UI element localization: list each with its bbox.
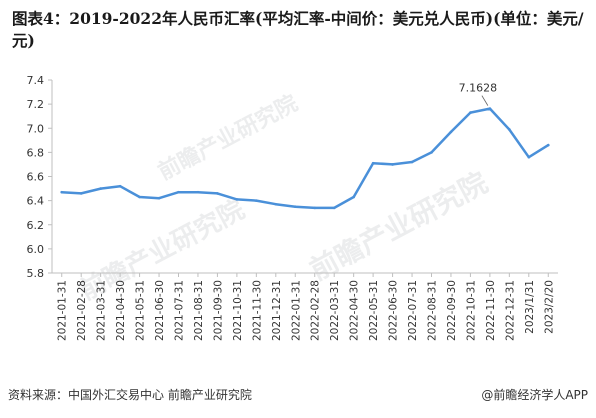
data-point <box>430 151 433 154</box>
y-tick-label: 7.4 <box>27 74 45 87</box>
y-tick-label: 7.2 <box>27 98 45 111</box>
annotation-leader <box>481 95 489 106</box>
x-tick-label: 2023/1/31 <box>524 280 536 334</box>
data-point <box>196 190 200 194</box>
x-tick-label: 2022-09-30 <box>446 280 458 341</box>
x-tick-label: 2022-04-30 <box>349 280 361 341</box>
x-tick-label: 2021-06-30 <box>154 280 166 341</box>
x-tick-label: 2021-07-31 <box>174 280 186 341</box>
x-tick-label: 2022-03-31 <box>329 280 341 341</box>
data-point <box>546 143 550 147</box>
x-tick-label: 2021-01-31 <box>57 280 69 341</box>
data-point <box>157 196 161 200</box>
series-line <box>60 107 550 210</box>
data-point <box>508 128 511 131</box>
data-point <box>255 199 258 202</box>
x-tick-label: 2022-01-31 <box>290 280 302 341</box>
source-note: 资料来源：中国外汇交易中心 前瞻产业研究院 <box>8 388 252 402</box>
data-label: 7.1628 <box>459 82 498 95</box>
x-tick-label: 2022-08-31 <box>427 280 439 341</box>
y-tick-label: 6.4 <box>27 195 45 208</box>
data-point <box>79 192 83 195</box>
x-tick-label: 2022-07-31 <box>407 280 419 341</box>
data-point <box>177 190 180 194</box>
data-point <box>60 190 64 194</box>
x-tick-label: 2022-10-31 <box>465 280 477 341</box>
x-tick-label: 2021-12-31 <box>271 280 283 341</box>
x-tick-label: 2021-09-30 <box>212 280 224 341</box>
x-tick-label: 2021-10-31 <box>232 280 244 341</box>
data-point <box>99 187 102 190</box>
x-tick-label: 2021-03-31 <box>96 280 108 341</box>
x-tick-label: 2021-11-30 <box>251 280 263 341</box>
y-tick-label: 6.0 <box>27 243 45 256</box>
x-tick-label: 2023/2/20 <box>543 280 555 334</box>
x-tick-label: 2021-08-31 <box>193 280 205 341</box>
y-tick-label: 5.8 <box>27 267 45 280</box>
data-point <box>488 107 492 110</box>
data-point <box>391 163 394 166</box>
credit-note: @前瞻经济学人APP <box>481 388 588 402</box>
data-point <box>313 206 317 210</box>
data-point <box>332 206 336 210</box>
x-tick-label: 2022-05-31 <box>368 280 380 341</box>
data-point <box>527 155 531 159</box>
data-point <box>118 184 122 188</box>
y-tick-label: 6.6 <box>27 171 45 184</box>
data-point <box>352 195 355 199</box>
data-point <box>371 161 375 165</box>
x-tick-label: 2022-02-28 <box>310 280 322 341</box>
data-point <box>138 195 141 199</box>
x-tick-label: 2021-05-31 <box>135 280 147 341</box>
data-point <box>293 205 297 208</box>
data-point <box>216 192 219 195</box>
y-tick-label: 6.8 <box>27 146 45 159</box>
x-tick-label: 2022-11-30 <box>485 280 497 341</box>
data-point <box>235 198 239 201</box>
x-tick-label: 2021-04-30 <box>115 280 127 341</box>
data-point <box>410 160 414 164</box>
x-tick-label: 2021-02-28 <box>76 280 88 341</box>
chart-title: 图表4：2019-2022年人民币汇率(平均汇率-中间价：美元兑人民币)(单位：… <box>12 9 584 50</box>
y-tick-label: 7.0 <box>27 122 45 135</box>
data-point <box>469 111 472 114</box>
x-tick-label: 2022-06-30 <box>388 280 400 341</box>
y-tick-label: 6.2 <box>27 219 45 232</box>
x-tick-label: 2022-12-31 <box>504 280 516 341</box>
data-point <box>449 130 453 134</box>
data-point <box>274 202 278 206</box>
